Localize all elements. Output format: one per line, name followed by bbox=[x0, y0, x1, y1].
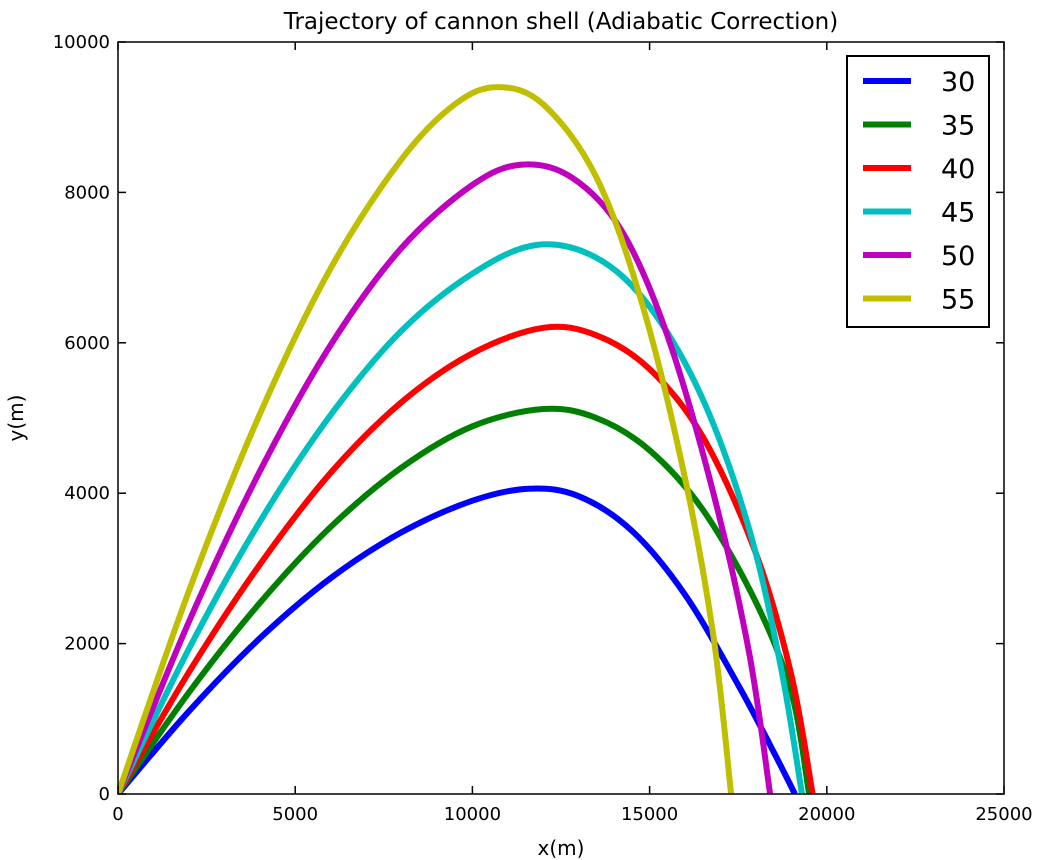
legend-label-40: 40 bbox=[941, 154, 975, 185]
legend-box bbox=[846, 55, 990, 328]
series-line-55 bbox=[118, 84, 735, 794]
series-line-30 bbox=[118, 485, 798, 794]
x-tick-label: 0 bbox=[112, 804, 123, 825]
legend: 30 35 40 45 50 55 bbox=[846, 55, 990, 328]
x-tick-label: 15000 bbox=[621, 804, 678, 825]
x-axis-label: x(m) bbox=[538, 836, 585, 860]
legend-label-30: 30 bbox=[941, 67, 975, 98]
y-tick-label: 10000 bbox=[53, 32, 110, 53]
series-layer bbox=[118, 84, 816, 794]
axes-layer: 0 5000 10000 15000 20000 25000 0 2000 4000 6000 80… bbox=[53, 32, 1033, 825]
series-line-45 bbox=[118, 241, 805, 794]
series-line-50 bbox=[118, 161, 774, 794]
legend-label-50: 50 bbox=[941, 241, 975, 272]
legend-label-45: 45 bbox=[941, 198, 975, 229]
y-tick-label: 4000 bbox=[64, 483, 110, 504]
y-tick-label: 2000 bbox=[64, 634, 110, 655]
x-tick-label: 10000 bbox=[444, 804, 501, 825]
x-tick-label: 20000 bbox=[798, 804, 855, 825]
y-tick-label: 6000 bbox=[64, 333, 110, 354]
series-line-35 bbox=[118, 405, 813, 794]
x-tick-label: 25000 bbox=[975, 804, 1032, 825]
x-tick-label: 5000 bbox=[272, 804, 318, 825]
y-axis-label: y(m) bbox=[4, 395, 28, 442]
y-tick-label: 8000 bbox=[64, 182, 110, 203]
legend-label-55: 55 bbox=[941, 285, 975, 316]
plot-frame bbox=[117, 41, 1005, 795]
legend-label-35: 35 bbox=[941, 111, 975, 142]
chart-title: Trajectory of cannon shell (Adiabatic Co… bbox=[283, 9, 838, 35]
y-tick-label: 0 bbox=[99, 784, 110, 805]
